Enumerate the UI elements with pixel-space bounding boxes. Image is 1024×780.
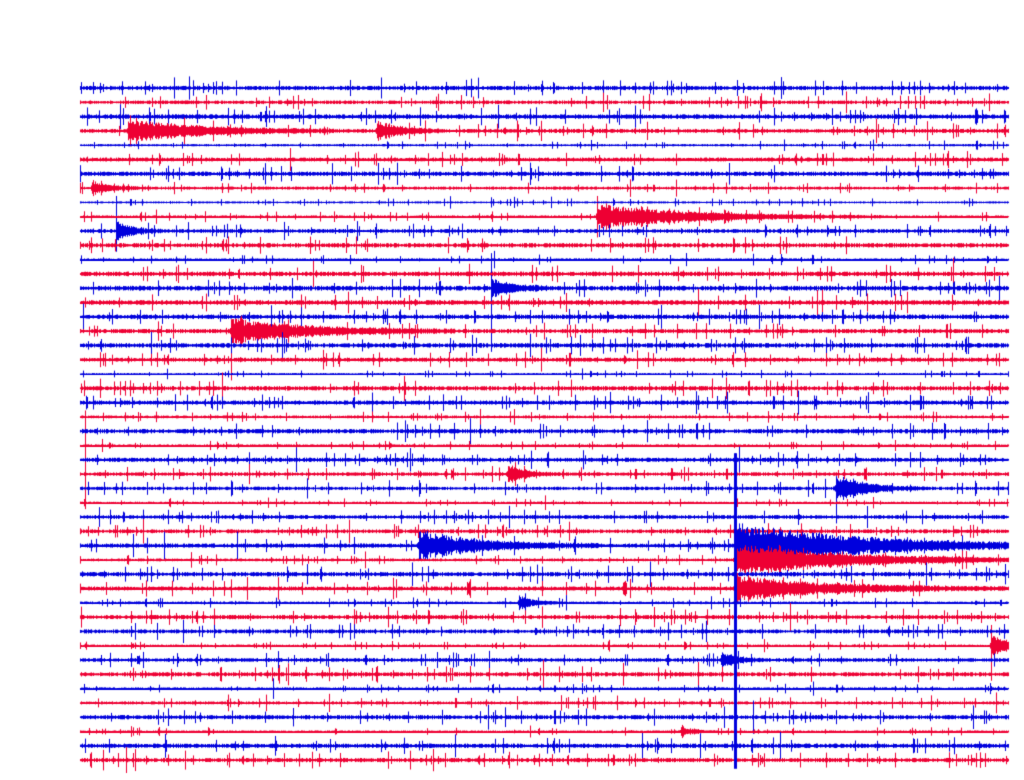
seismogram-page: HA Atalanti Applied filter: WWSSN-SP 200… [0,0,1024,780]
seismogram-traces-canvas [0,0,1024,780]
